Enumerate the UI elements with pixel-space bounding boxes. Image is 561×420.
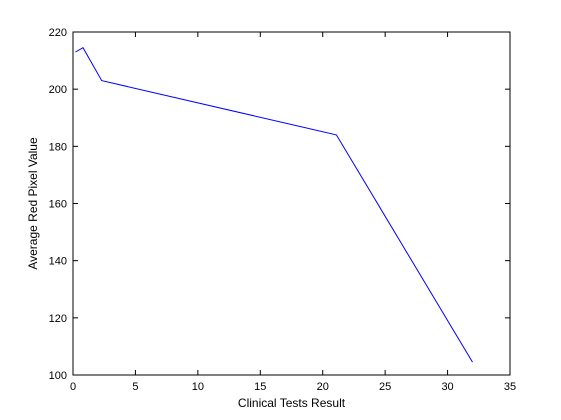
x-tick-label-5: 25 (379, 381, 391, 393)
y-tick-label-2: 140 (49, 256, 67, 268)
series-layer (75, 47, 473, 363)
series-line-0 (75, 47, 473, 363)
x-tick-label-4: 20 (317, 381, 329, 393)
y-tick-label-6: 220 (49, 27, 67, 39)
x-tick-label-7: 35 (504, 381, 516, 393)
x-tick-label-0: 0 (70, 381, 76, 393)
x-axis-label: Clinical Tests Result (238, 396, 346, 410)
y-tick-label-4: 180 (49, 141, 67, 153)
y-tick-label-1: 120 (49, 313, 67, 325)
plot-area-frame (72, 31, 511, 376)
x-tick-label-1: 5 (132, 381, 138, 393)
x-tick-label-3: 15 (254, 381, 266, 393)
x-tick-label-6: 30 (441, 381, 453, 393)
ticks-layer: 0 5 10 15 20 25 30 35 100 120 140 160 180 200 220 (49, 27, 516, 393)
y-tick-label-3: 160 (49, 199, 67, 211)
y-tick-label-0: 100 (49, 370, 67, 382)
x-tick-label-2: 10 (192, 381, 204, 393)
y-tick-label-5: 200 (49, 84, 67, 96)
y-axis-label: Average Red Pixel Value (26, 137, 40, 270)
